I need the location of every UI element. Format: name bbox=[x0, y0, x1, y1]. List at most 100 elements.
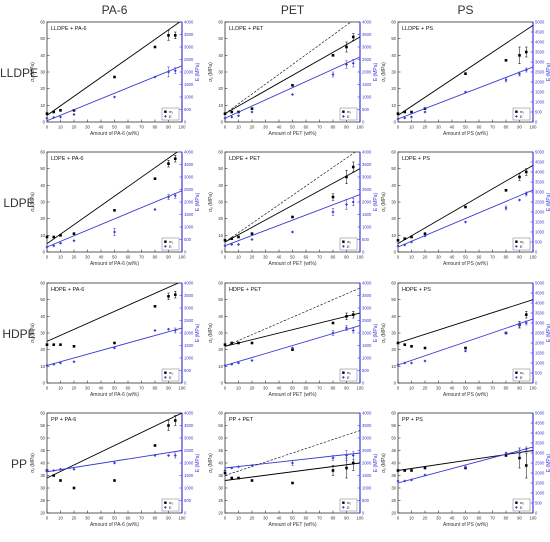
y2-tick-label: 1000 bbox=[362, 95, 372, 100]
yield-fit-line bbox=[398, 164, 533, 245]
y-tick-label: 20 bbox=[40, 347, 45, 352]
y2-tick-label: 4000 bbox=[362, 20, 372, 25]
x-tick-label: 100 bbox=[179, 255, 187, 260]
modulus-point bbox=[72, 360, 76, 364]
modulus-point bbox=[230, 362, 234, 366]
x-tick-label: 80 bbox=[504, 125, 509, 130]
yield-strength-point bbox=[396, 469, 400, 472]
y-tick-label: 10 bbox=[391, 233, 396, 238]
y2-tick-label: 1000 bbox=[184, 95, 194, 100]
legend-label-modulus: E bbox=[347, 505, 350, 510]
modulus-point bbox=[153, 329, 157, 332]
yield-strength-point bbox=[524, 464, 528, 467]
y2-tick-label: 3500 bbox=[184, 293, 194, 298]
modulus-point bbox=[52, 116, 56, 119]
modulus-point bbox=[173, 69, 177, 73]
y-tick-label: 20 bbox=[40, 86, 45, 91]
y2-tick-label: 1000 bbox=[362, 486, 372, 491]
y2-tick-label: 3000 bbox=[184, 436, 194, 441]
x-tick-label: 0 bbox=[397, 125, 400, 130]
y-axis-label: σᵧ (MPa) bbox=[208, 192, 214, 212]
x-tick-label: 90 bbox=[517, 255, 522, 260]
yield-strength-point bbox=[351, 313, 355, 316]
row-header-pp: PP bbox=[11, 457, 27, 471]
x-tick-label: 40 bbox=[99, 255, 104, 260]
legend-marker-sigma bbox=[342, 110, 345, 113]
modulus-point bbox=[59, 241, 62, 245]
yield-fit-line bbox=[225, 312, 360, 347]
y-axis-label: σᵧ (MPa) bbox=[30, 192, 36, 212]
yield-strength-point bbox=[173, 34, 177, 37]
x-axis-label: Amount of PET (wt%) bbox=[269, 522, 317, 528]
legend-label-sigma: σᵧ bbox=[347, 109, 351, 114]
y2-axis-label: E (MPa) bbox=[195, 63, 201, 82]
y2-tick-label: 4000 bbox=[535, 431, 545, 436]
y-tick-label: 60 bbox=[391, 281, 396, 286]
yield-strength-point bbox=[113, 341, 116, 345]
modulus-point bbox=[72, 239, 76, 243]
x-tick-label: 70 bbox=[490, 516, 495, 521]
modulus-point bbox=[250, 110, 254, 114]
modulus-point bbox=[167, 70, 170, 74]
y-tick-label: 45 bbox=[40, 448, 45, 453]
yield-strength-point bbox=[351, 165, 355, 169]
x-tick-label: 40 bbox=[99, 516, 104, 521]
modulus-point bbox=[396, 479, 400, 483]
x-tick-label: 70 bbox=[317, 386, 322, 391]
y-tick-label: 30 bbox=[391, 331, 396, 336]
legend-marker-modulus bbox=[164, 245, 167, 248]
y2-tick-label: 3500 bbox=[362, 423, 372, 428]
x-tick-label: 0 bbox=[224, 516, 227, 521]
legend-label-sigma: σᵧ bbox=[520, 370, 524, 375]
x-tick-label: 80 bbox=[331, 516, 336, 521]
legend-marker-modulus bbox=[515, 506, 518, 509]
y2-tick-label: 2000 bbox=[362, 461, 372, 466]
yield-strength-point bbox=[72, 486, 76, 490]
modulus-point bbox=[524, 192, 528, 196]
y2-tick-label: 0 bbox=[184, 381, 187, 386]
y-tick-label: 40 bbox=[40, 183, 45, 188]
x-axis-label: Amount of PS (wt%) bbox=[443, 261, 488, 267]
x-tick-label: 50 bbox=[290, 255, 295, 260]
modulus-point bbox=[504, 78, 508, 82]
yield-strength-point bbox=[153, 177, 157, 180]
y2-tick-label: 3500 bbox=[184, 32, 194, 37]
yield-strength-point bbox=[464, 72, 467, 75]
legend-marker-modulus bbox=[342, 506, 345, 509]
y2-tick-label: 3000 bbox=[535, 451, 545, 456]
chart-panel-hdpe-pet: 0 10 20 30 40 50 60 70 80 90 100010203040506005001… bbox=[208, 281, 379, 399]
x-tick-label: 100 bbox=[357, 125, 365, 130]
yield-strength-point bbox=[524, 313, 528, 316]
yield-strength-point bbox=[153, 305, 157, 308]
legend-label-modulus: E bbox=[169, 505, 172, 510]
yield-strength-point bbox=[331, 54, 335, 57]
y-tick-label: 20 bbox=[391, 86, 396, 91]
yield-strength-point bbox=[331, 321, 335, 325]
y2-axis-label: E (MPa) bbox=[195, 193, 201, 212]
legend-label-modulus: E bbox=[347, 375, 350, 380]
chart-panel-pp-pet: 0 10 20 30 40 50 60 70 80 90 100 20 25 30 35 40 45 50 55 60… bbox=[208, 411, 379, 529]
x-tick-label: 60 bbox=[126, 125, 131, 130]
y2-tick-label: 0 bbox=[535, 511, 538, 516]
y-tick-label: 20 bbox=[218, 347, 223, 352]
y2-tick-label: 1000 bbox=[535, 491, 545, 496]
modulus-point bbox=[223, 244, 227, 248]
x-tick-label: 40 bbox=[277, 516, 282, 521]
y-tick-label: 45 bbox=[391, 448, 396, 453]
y-tick-label: 30 bbox=[218, 200, 223, 205]
x-tick-label: 70 bbox=[139, 255, 144, 260]
modulus-point bbox=[153, 75, 157, 79]
modulus-point bbox=[72, 467, 76, 471]
y2-tick-label: 2000 bbox=[362, 331, 372, 336]
y-tick-label: 20 bbox=[218, 86, 223, 91]
y2-tick-label: 500 bbox=[535, 240, 543, 245]
plot-frame bbox=[46, 282, 183, 384]
x-tick-label: 80 bbox=[504, 516, 509, 521]
yield-strength-point bbox=[504, 59, 508, 62]
y-tick-label: 60 bbox=[40, 411, 45, 416]
y-tick-label: 40 bbox=[40, 314, 45, 319]
y2-tick-label: 5000 bbox=[535, 411, 545, 416]
x-tick-label: 60 bbox=[304, 386, 309, 391]
modulus-point bbox=[59, 361, 62, 365]
legend-label-sigma: σᵧ bbox=[169, 370, 173, 375]
